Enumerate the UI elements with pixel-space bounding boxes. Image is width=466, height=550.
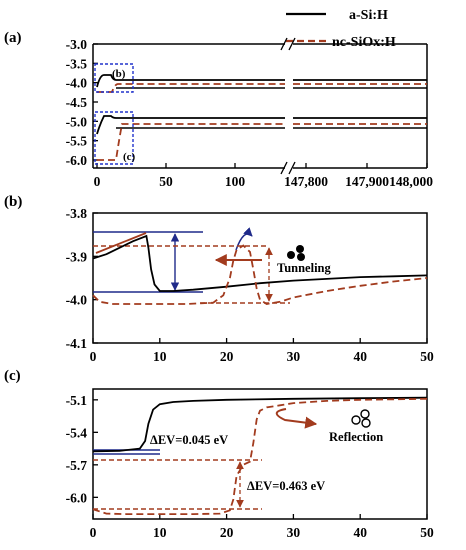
panel-c-x-tick-label: 10 [153, 525, 167, 540]
panel-a-y-tick-label: -6.0 [66, 153, 88, 168]
annotation-delta-ev-small: ΔEV=0.045 eV [150, 433, 228, 447]
panel-c-y-tick-label: -5.7 [66, 458, 88, 473]
panel-a-band-lines [96, 74, 427, 161]
legend-label-a-si: a-Si:H [349, 8, 388, 23]
panel-c-series-a-si [92, 396, 428, 453]
panel-b-series-a-si [92, 234, 428, 292]
panel-c-x-tick-label: 30 [287, 525, 301, 540]
panel-b-series-nc-siox [92, 244, 428, 305]
panel-a-y-tick-label: -5.5 [66, 134, 88, 149]
panel-a-x-tick-label: 50 [159, 174, 173, 189]
panel-c-x-ticks: 0 10 20 30 40 50 [90, 514, 434, 540]
legend-label-nc-siox: nc-SiOx:H [332, 35, 396, 50]
panel-b-y-ticks: -3.8 -3.9 -4.0 -4.1 [66, 206, 98, 351]
panel-c-x-tick-label: 20 [220, 525, 234, 540]
hole-circle-2 [360, 409, 370, 419]
panel-b-y-tick-label: -4.1 [66, 336, 88, 351]
legend: a-Si:H nc-SiOx:H [286, 8, 396, 50]
panel-c: (c) -5.1 -5.4 -5.7 -6.0 0 10 20 30 40 50 Reflect… [4, 368, 434, 540]
panel-c-label: (c) [4, 368, 21, 384]
panel-c-x-tick-label: 0 [90, 525, 97, 540]
panel-b-y-tick-label: -3.9 [66, 249, 88, 264]
panel-b-tunneling-curve-arrow [235, 227, 253, 251]
panel-a-x-tick-label: 100 [225, 174, 246, 189]
annotation-delta-ev-large: ΔEV=0.463 eV [247, 479, 325, 493]
electron-dot-3 [297, 253, 305, 261]
panel-b-red-slope-segment [95, 232, 147, 254]
annotation-tunneling: Tunneling [277, 261, 331, 275]
inset-box-b [94, 63, 134, 93]
axis-break-mark-bottom-2 [288, 161, 296, 175]
panel-b-x-tick-label: 0 [90, 349, 97, 364]
hole-circle-1 [351, 415, 361, 425]
panel-c-reflection-arrow [275, 408, 318, 429]
panel-b-x-tick-label: 10 [153, 349, 167, 364]
panel-a-label: (a) [4, 30, 22, 46]
panel-b-x-tick-label: 20 [220, 349, 234, 364]
panel-b-label: (b) [4, 194, 22, 210]
panel-b-x-tick-label: 30 [287, 349, 301, 364]
axis-break-mark-bottom-1 [280, 161, 288, 175]
panel-c-x-tick-label: 40 [353, 525, 367, 540]
panel-a: (a) a-Si:H nc-SiOx:H -3.0 -3.5 -4.0 -4.5 -5.… [4, 8, 433, 189]
panel-a-y-tick-label: -5.0 [66, 114, 88, 129]
panel-b-x-ticks: 0 10 20 30 40 50 [90, 338, 434, 364]
panel-b-y-tick-label: -4.0 [66, 293, 88, 308]
hole-circle-3 [361, 418, 371, 428]
panel-a-y-ticks: -3.0 -3.5 -4.0 -4.5 -5.0 -5.5 -6.0 [66, 37, 98, 168]
panel-a-x-tick-label: 148,000 [389, 174, 433, 189]
axis-break-mark-top-1 [280, 37, 288, 51]
inset-box-c-label: (c) [123, 151, 136, 163]
panel-b-x-tick-label: 50 [420, 349, 434, 364]
inset-box-b-label: (b) [112, 68, 126, 80]
panel-a-y-tick-label: -4.0 [66, 76, 88, 91]
panel-a-y-tick-label: -3.0 [66, 37, 88, 52]
electron-dot-2 [296, 245, 304, 253]
panel-a-a-si-upper-line [96, 74, 285, 88]
panel-b-x-tick-label: 40 [353, 349, 367, 364]
panel-a-x-tick-label: 0 [94, 174, 101, 189]
panel-a-y-tick-label: -4.5 [66, 95, 88, 110]
panel-a-x-tick-label: 147,900 [345, 174, 389, 189]
panel-c-y-ticks: -5.1 -5.4 -5.7 -6.0 [66, 393, 98, 505]
panel-c-y-tick-label: -5.1 [66, 393, 88, 408]
panel-c-y-tick-label: -6.0 [66, 490, 88, 505]
panel-a-y-tick-label: -3.5 [66, 56, 88, 71]
electron-dot-1 [287, 251, 295, 259]
panel-a-nc-siox-lower-line [97, 123, 285, 161]
panel-a-x-ticks: 0 50 100 147,800 147,900 148,000 [94, 163, 433, 189]
panel-c-y-tick-label: -5.4 [66, 425, 88, 440]
panel-c-x-tick-label: 50 [420, 525, 434, 540]
panel-a-x-tick-label: 147,800 [284, 174, 328, 189]
panel-b-y-tick-label: -3.8 [66, 206, 88, 221]
annotation-reflection: Reflection [329, 430, 383, 444]
axis-break-mark-top-2 [288, 37, 296, 51]
panel-c-series-nc-siox [92, 397, 428, 515]
panel-a-a-si-lower-line [96, 115, 285, 135]
panel-b: (b) -3.8 -3.9 -4.0 -4.1 0 10 20 30 40 50 Tunneli… [4, 194, 434, 364]
